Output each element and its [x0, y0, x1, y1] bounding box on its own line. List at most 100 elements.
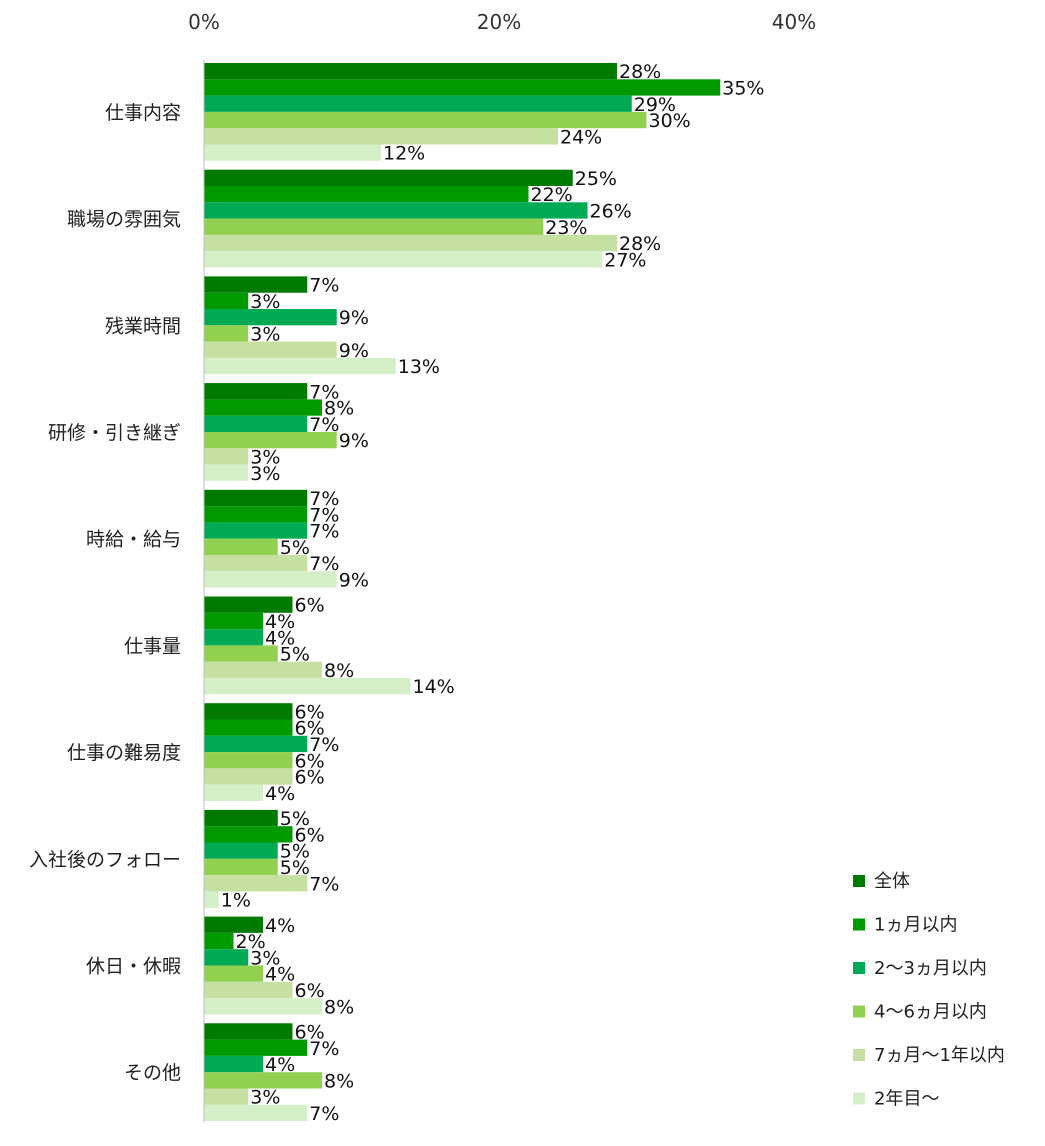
- bar: [204, 809, 278, 827]
- data-label: 8%: [324, 1070, 354, 1092]
- bar: [204, 998, 322, 1015]
- data-label: 7%: [309, 1038, 339, 1060]
- bars: 28%35%29%30%24%12%25%22%26%23%28%27%7%3%…: [204, 61, 764, 1125]
- legend: 全体 1ヵ月以内 2〜3ヵ月以内 4〜6ヵ月以内 7ヵ月〜1年以内 2年目〜: [853, 871, 1005, 1110]
- data-label: 4%: [265, 964, 295, 986]
- data-label: 4%: [265, 611, 295, 633]
- category-label: 研修・引き継ぎ: [48, 422, 181, 444]
- bar: [204, 1023, 293, 1040]
- data-label: 7%: [309, 553, 339, 575]
- legend-swatch: [853, 918, 865, 931]
- bar: [204, 251, 603, 268]
- bar: [204, 842, 278, 859]
- bar: [204, 186, 529, 203]
- bar: [204, 144, 381, 161]
- data-label: 27%: [604, 249, 646, 271]
- data-label: 5%: [280, 841, 310, 863]
- bar: [204, 703, 293, 720]
- category-label: 仕事の難易度: [67, 742, 181, 764]
- data-label: 9%: [339, 569, 369, 591]
- bar: [204, 383, 308, 400]
- category-label: 仕事量: [124, 635, 181, 657]
- data-label: 2%: [236, 931, 266, 953]
- category-label: 仕事内容: [105, 102, 181, 124]
- bar: [204, 448, 249, 465]
- bar: [204, 678, 411, 695]
- data-label: 1%: [221, 890, 251, 912]
- legend-label: 2〜3ヵ月以内: [874, 958, 987, 979]
- data-label: 6%: [295, 767, 325, 789]
- bar: [204, 128, 558, 145]
- bar: [204, 784, 263, 801]
- bar: [204, 415, 308, 432]
- data-label: 23%: [545, 217, 587, 239]
- legend-label: 全体: [874, 871, 910, 892]
- data-label: 5%: [280, 857, 310, 879]
- data-label: 5%: [280, 808, 310, 830]
- bar: [204, 1072, 322, 1089]
- data-label: 7%: [309, 504, 339, 526]
- bar: [204, 949, 249, 966]
- category-label: 時給・給与: [86, 529, 181, 551]
- bar: [204, 234, 617, 252]
- data-label: 3%: [250, 323, 280, 345]
- bar: [204, 111, 647, 129]
- data-label: 3%: [250, 446, 280, 468]
- bar: [204, 555, 308, 572]
- data-label: 6%: [295, 1021, 325, 1043]
- bar: [204, 1039, 308, 1056]
- data-label: 8%: [324, 996, 354, 1018]
- legend-label: 7ヵ月〜1年以内: [874, 1045, 1005, 1066]
- category-label: 残業時間: [105, 315, 181, 337]
- data-label: 6%: [295, 980, 325, 1002]
- data-label: 28%: [619, 61, 661, 83]
- bar: [204, 202, 588, 219]
- legend-label: 2年目〜: [874, 1089, 939, 1110]
- data-label: 5%: [280, 644, 310, 666]
- bar: [204, 596, 293, 613]
- data-label: 7%: [309, 488, 339, 510]
- bar: [204, 309, 337, 326]
- data-label: 7%: [309, 275, 339, 297]
- data-label: 8%: [324, 398, 354, 420]
- bar: [204, 506, 308, 523]
- bar: [204, 735, 308, 753]
- bar: [204, 1088, 249, 1105]
- data-label: 4%: [265, 915, 295, 937]
- legend-label: 1ヵ月以内: [874, 915, 957, 936]
- category-label: 休日・休暇: [86, 956, 181, 978]
- bar: [204, 1104, 308, 1122]
- data-label: 9%: [339, 340, 369, 362]
- bar: [204, 522, 308, 539]
- bar: [204, 891, 219, 908]
- data-label: 9%: [339, 307, 369, 329]
- data-label: 4%: [265, 1054, 295, 1076]
- data-label: 7%: [309, 381, 339, 403]
- legend-swatch: [853, 1092, 865, 1105]
- data-label: 13%: [398, 356, 440, 378]
- data-label: 4%: [265, 627, 295, 649]
- data-label: 4%: [265, 783, 295, 805]
- data-label: 6%: [295, 824, 325, 846]
- bar: [204, 932, 234, 950]
- data-label: 3%: [250, 1087, 280, 1109]
- bar: [204, 464, 249, 481]
- bar: [204, 719, 293, 736]
- bar: [204, 768, 293, 785]
- bar: [204, 95, 632, 112]
- category-label: その他: [124, 1062, 181, 1084]
- data-label: 28%: [619, 233, 661, 255]
- bar: [204, 916, 263, 933]
- data-label: 3%: [250, 463, 280, 485]
- data-label: 6%: [295, 750, 325, 772]
- bar: [204, 357, 396, 375]
- bar: [204, 63, 617, 80]
- data-label: 22%: [531, 184, 573, 206]
- data-label: 35%: [722, 77, 764, 99]
- bar: [204, 858, 278, 876]
- bar: [204, 341, 337, 358]
- legend-label: 4〜6ヵ月以内: [874, 1002, 987, 1023]
- x-tick-label: 0%: [188, 10, 220, 34]
- x-tick-label: 20%: [477, 10, 521, 34]
